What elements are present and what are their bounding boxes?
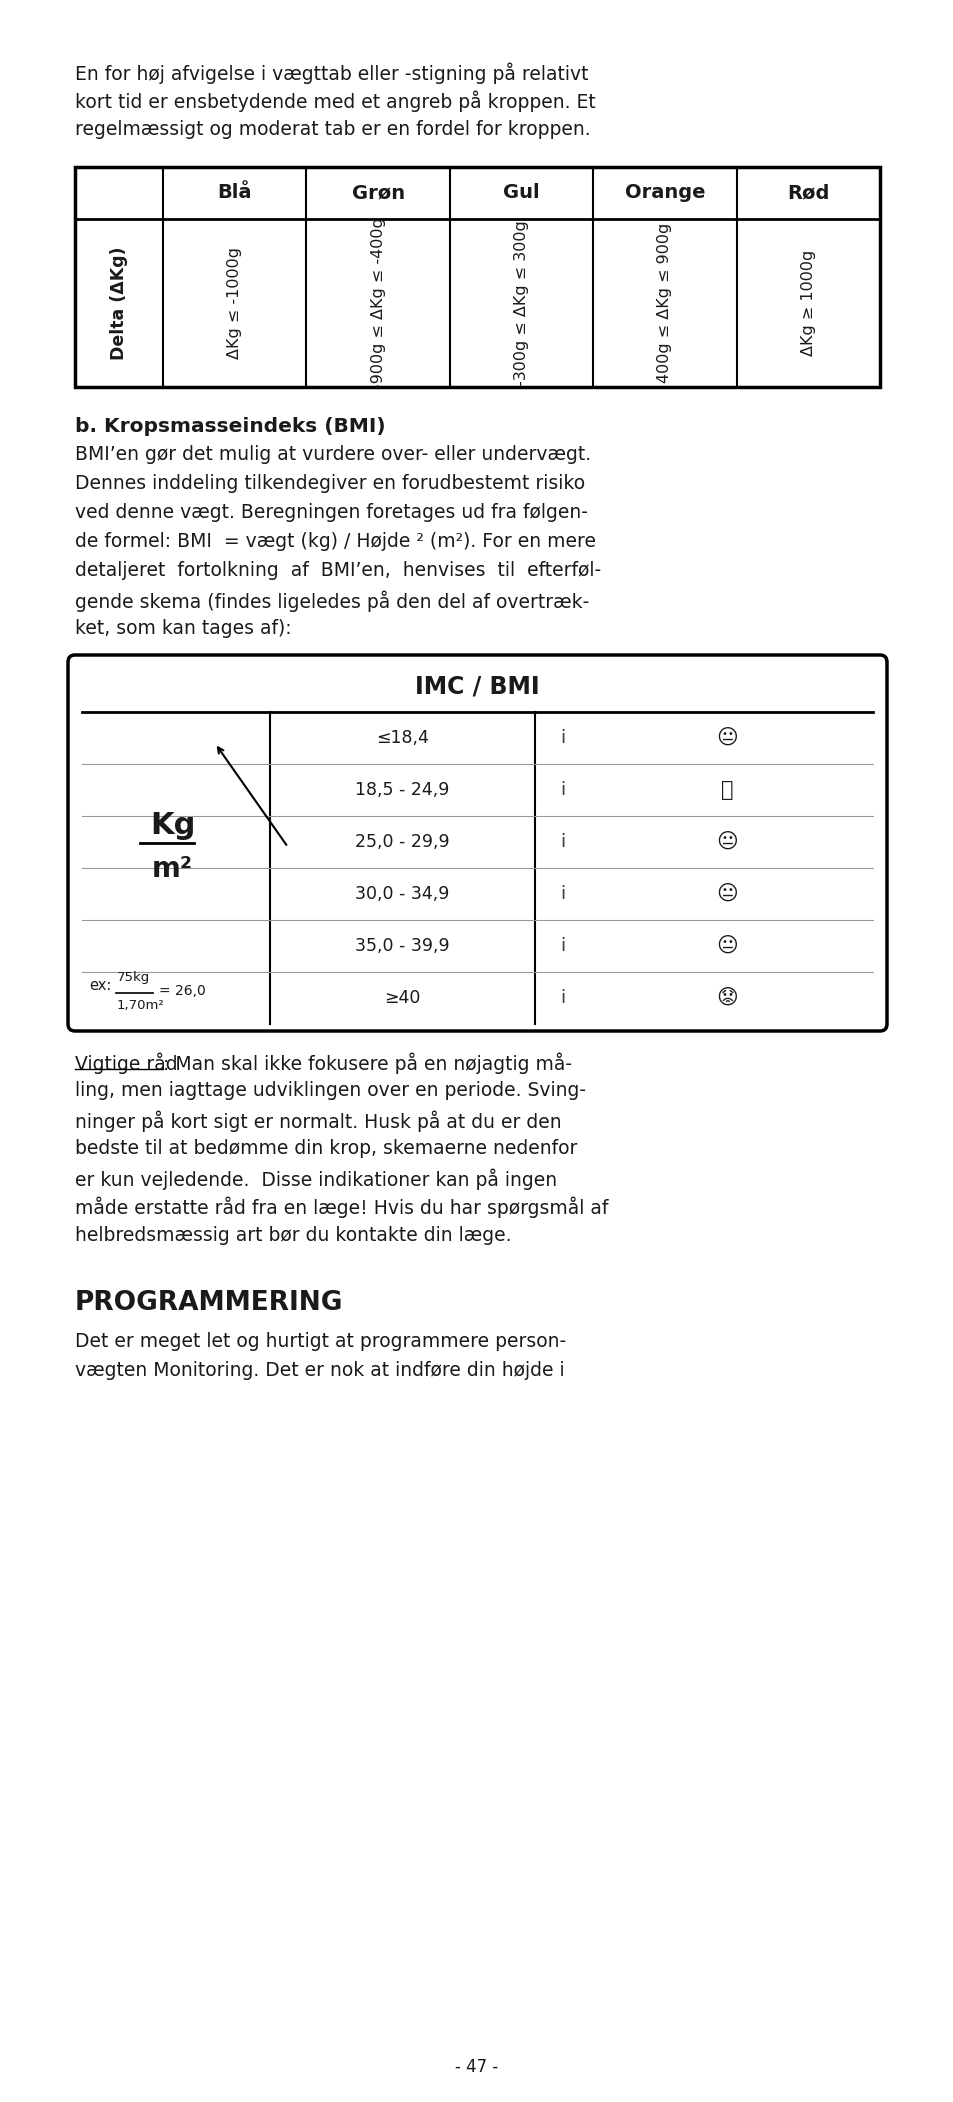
Text: b. Kropsmasseindeks (BMI): b. Kropsmasseindeks (BMI)	[75, 416, 385, 435]
Text: 😐: 😐	[716, 727, 738, 748]
Text: 😐: 😐	[716, 935, 738, 956]
Text: måde erstatte råd fra en læge! Hvis du har spørgsmål af: måde erstatte råd fra en læge! Hvis du h…	[75, 1196, 608, 1219]
Text: er kun vejledende.  Disse indikationer kan på ingen: er kun vejledende. Disse indikationer ka…	[75, 1169, 557, 1190]
Text: : Man skal ikke fokusere på en nøjagtig må-: : Man skal ikke fokusere på en nøjagtig …	[163, 1051, 572, 1074]
Text: Gul: Gul	[502, 183, 539, 202]
Text: Orange: Orange	[624, 183, 704, 202]
Text: IMC / BMI: IMC / BMI	[415, 675, 539, 700]
Text: - 47 -: - 47 -	[455, 2058, 498, 2077]
Text: BMI’en gør det mulig at vurdere over- eller undervægt.: BMI’en gør det mulig at vurdere over- el…	[75, 446, 591, 465]
Text: i: i	[559, 832, 565, 851]
Text: Rød: Rød	[786, 183, 828, 202]
Text: Delta (ΔKg): Delta (ΔKg)	[110, 246, 128, 359]
Text: ling, men iagttage udviklingen over en periode. Sving-: ling, men iagttage udviklingen over en p…	[75, 1080, 585, 1099]
Text: En for høj afvigelse i vægttab eller -stigning på relativt: En for høj afvigelse i vægttab eller -st…	[75, 61, 588, 84]
Text: 18,5 - 24,9: 18,5 - 24,9	[355, 782, 449, 799]
Text: = 26,0: = 26,0	[159, 984, 206, 998]
Text: kort tid er ensbetydende med et angreb på kroppen. Et: kort tid er ensbetydende med et angreb p…	[75, 90, 595, 114]
Text: 😐: 😐	[716, 832, 738, 851]
Text: ≥40: ≥40	[384, 990, 420, 1007]
Text: 400g ≤ ΔKg ≤ 900g: 400g ≤ ΔKg ≤ 900g	[657, 223, 672, 383]
Text: 75kg: 75kg	[117, 971, 150, 984]
Text: 😐: 😐	[716, 885, 738, 904]
Text: 25,0 - 29,9: 25,0 - 29,9	[355, 832, 450, 851]
Text: PROGRAMMERING: PROGRAMMERING	[75, 1291, 343, 1316]
Text: 35,0 - 39,9: 35,0 - 39,9	[355, 937, 450, 954]
Text: Blå: Blå	[217, 183, 252, 202]
Text: ΔKg ≥ 1000g: ΔKg ≥ 1000g	[800, 250, 815, 355]
Text: ≤18,4: ≤18,4	[375, 729, 429, 746]
Text: i: i	[559, 729, 565, 746]
Text: i: i	[559, 782, 565, 799]
Text: Vigtige råd: Vigtige råd	[75, 1051, 177, 1074]
FancyBboxPatch shape	[68, 656, 886, 1030]
Text: i: i	[559, 937, 565, 954]
Text: 1,70m²: 1,70m²	[117, 998, 165, 1013]
Text: vægten Monitoring. Det er nok at indføre din højde i: vægten Monitoring. Det er nok at indføre…	[75, 1360, 564, 1381]
Text: helbredsmæssig art bør du kontakte din læge.: helbredsmæssig art bør du kontakte din l…	[75, 1225, 511, 1244]
Text: -900g ≤ ΔKg ≤ -400g: -900g ≤ ΔKg ≤ -400g	[370, 217, 385, 389]
Text: ved denne vægt. Beregningen foretages ud fra følgen-: ved denne vægt. Beregningen foretages ud…	[75, 502, 587, 521]
Text: Grøn: Grøn	[351, 183, 404, 202]
Text: 😟: 😟	[716, 988, 738, 1009]
Text: -300g ≤ ΔKg ≤ 300g: -300g ≤ ΔKg ≤ 300g	[514, 221, 529, 387]
Text: de formel: BMI  = vægt (kg) / Højde ² (m²). For en mere: de formel: BMI = vægt (kg) / Højde ² (m²…	[75, 532, 596, 551]
Text: gende skema (findes ligeledes på den del af overtræk-: gende skema (findes ligeledes på den del…	[75, 591, 589, 612]
Text: Dennes inddeling tilkendegiver en forudbestemt risiko: Dennes inddeling tilkendegiver en forudb…	[75, 473, 584, 494]
Text: detaljeret  fortolkning  af  BMI’en,  henvises  til  efterføl-: detaljeret fortolkning af BMI’en, henvis…	[75, 561, 600, 580]
Text: Kg: Kg	[150, 811, 195, 839]
Text: bedste til at bedømme din krop, skemaerne nedenfor: bedste til at bedømme din krop, skemaern…	[75, 1139, 577, 1158]
Text: m²: m²	[152, 856, 193, 883]
Text: ΔKg ≤ -1000g: ΔKg ≤ -1000g	[227, 248, 242, 359]
Text: Det er meget let og hurtigt at programmere person-: Det er meget let og hurtigt at programme…	[75, 1333, 565, 1352]
Text: i: i	[559, 885, 565, 904]
Text: i: i	[559, 990, 565, 1007]
Text: 🙂: 🙂	[720, 780, 733, 801]
Text: ninger på kort sigt er normalt. Husk på at du er den: ninger på kort sigt er normalt. Husk på …	[75, 1110, 561, 1131]
Text: 30,0 - 34,9: 30,0 - 34,9	[355, 885, 449, 904]
Text: ket, som kan tages af):: ket, som kan tages af):	[75, 618, 292, 639]
Bar	[75, 166, 879, 387]
Text: ex:: ex:	[89, 980, 112, 994]
Text: regelmæssigt og moderat tab er en fordel for kroppen.: regelmæssigt og moderat tab er en fordel…	[75, 120, 590, 139]
